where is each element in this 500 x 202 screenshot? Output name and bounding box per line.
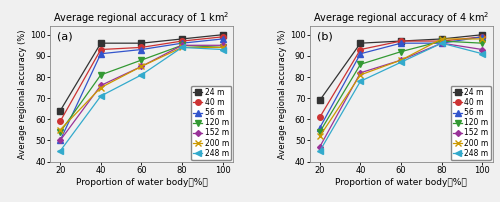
152 m	[179, 44, 185, 46]
Line: 40 m: 40 m	[58, 34, 226, 124]
200 m	[138, 65, 144, 68]
200 m	[480, 38, 486, 40]
24 m	[438, 38, 444, 40]
24 m	[98, 42, 104, 44]
56 m	[358, 53, 364, 55]
152 m	[438, 42, 444, 44]
40 m	[358, 48, 364, 51]
Line: 56 m: 56 m	[317, 34, 485, 130]
Line: 24 m: 24 m	[317, 32, 485, 103]
152 m	[317, 146, 323, 148]
152 m	[398, 59, 404, 61]
Text: (a): (a)	[58, 32, 73, 42]
120 m	[358, 63, 364, 65]
120 m	[317, 131, 323, 133]
248 m	[98, 95, 104, 97]
120 m	[138, 59, 144, 61]
56 m	[98, 53, 104, 55]
24 m	[220, 34, 226, 36]
Line: 120 m: 120 m	[317, 38, 485, 135]
40 m	[398, 40, 404, 42]
Line: 248 m: 248 m	[58, 45, 226, 154]
120 m	[220, 46, 226, 49]
56 m	[438, 42, 444, 44]
X-axis label: Proportion of water body（%）: Proportion of water body（%）	[335, 178, 467, 186]
200 m	[438, 38, 444, 40]
24 m	[480, 34, 486, 36]
248 m	[438, 42, 444, 44]
200 m	[179, 46, 185, 49]
248 m	[358, 80, 364, 82]
200 m	[317, 135, 323, 137]
56 m	[179, 42, 185, 44]
152 m	[220, 44, 226, 46]
40 m	[438, 40, 444, 42]
56 m	[57, 139, 63, 142]
120 m	[179, 44, 185, 46]
248 m	[179, 46, 185, 49]
40 m	[179, 40, 185, 42]
248 m	[57, 150, 63, 152]
40 m	[317, 116, 323, 118]
40 m	[220, 36, 226, 38]
120 m	[57, 131, 63, 133]
200 m	[57, 129, 63, 131]
56 m	[220, 38, 226, 40]
Legend: 24 m, 40 m, 56 m, 120 m, 152 m, 200 m, 248 m: 24 m, 40 m, 56 m, 120 m, 152 m, 200 m, 2…	[191, 86, 232, 160]
Line: 200 m: 200 m	[317, 36, 485, 139]
248 m	[138, 74, 144, 76]
40 m	[480, 36, 486, 38]
152 m	[138, 65, 144, 68]
248 m	[398, 61, 404, 63]
56 m	[398, 42, 404, 44]
152 m	[480, 48, 486, 51]
200 m	[98, 86, 104, 89]
Line: 200 m: 200 m	[58, 45, 226, 133]
Line: 152 m: 152 m	[318, 41, 484, 149]
56 m	[138, 48, 144, 51]
Line: 152 m: 152 m	[58, 43, 225, 143]
200 m	[398, 59, 404, 61]
Legend: 24 m, 40 m, 56 m, 120 m, 152 m, 200 m, 248 m: 24 m, 40 m, 56 m, 120 m, 152 m, 200 m, 2…	[450, 86, 491, 160]
Line: 56 m: 56 m	[58, 36, 226, 143]
24 m	[398, 40, 404, 42]
152 m	[98, 84, 104, 87]
24 m	[138, 42, 144, 44]
Y-axis label: Average regional accuracy (%): Average regional accuracy (%)	[18, 29, 28, 159]
24 m	[358, 42, 364, 44]
248 m	[317, 150, 323, 152]
Line: 40 m: 40 m	[317, 34, 485, 120]
40 m	[98, 48, 104, 51]
24 m	[179, 38, 185, 40]
120 m	[98, 74, 104, 76]
Title: Average regional accuracy of 1 km$^2$: Average regional accuracy of 1 km$^2$	[54, 11, 230, 26]
24 m	[57, 110, 63, 112]
Y-axis label: Average regional accuracy (%): Average regional accuracy (%)	[278, 29, 287, 159]
120 m	[438, 40, 444, 42]
56 m	[480, 36, 486, 38]
Title: Average regional accuracy of 4 km$^2$: Average regional accuracy of 4 km$^2$	[313, 11, 489, 26]
Line: 248 m: 248 m	[317, 40, 485, 154]
40 m	[138, 46, 144, 49]
X-axis label: Proportion of water body（%）: Proportion of water body（%）	[76, 178, 208, 186]
152 m	[358, 72, 364, 74]
40 m	[57, 120, 63, 123]
24 m	[317, 99, 323, 101]
Text: (b): (b)	[317, 32, 332, 42]
248 m	[220, 48, 226, 51]
56 m	[317, 126, 323, 129]
152 m	[57, 139, 63, 142]
248 m	[480, 53, 486, 55]
Line: 24 m: 24 m	[58, 32, 226, 114]
200 m	[358, 74, 364, 76]
120 m	[398, 50, 404, 53]
120 m	[480, 42, 486, 44]
Line: 120 m: 120 m	[58, 42, 226, 135]
200 m	[220, 46, 226, 49]
